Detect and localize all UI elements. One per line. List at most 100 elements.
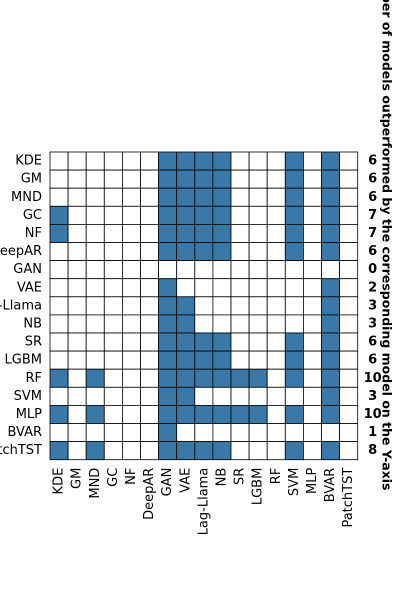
heatmap-cell [266, 423, 286, 443]
heatmap-cell [266, 368, 286, 388]
heatmap-cell [176, 441, 196, 461]
row-count-label: 7 [368, 208, 377, 223]
heatmap-cell [176, 242, 196, 262]
heatmap-cell [158, 151, 178, 171]
column-tick-label: MND [88, 468, 103, 499]
heatmap-cell [176, 368, 196, 388]
heatmap-cell [122, 169, 141, 189]
row-count-label: 8 [368, 443, 377, 458]
heatmap-cell [103, 404, 123, 424]
row-tick-label: SVM [14, 389, 42, 404]
heatmap-cell [302, 314, 322, 334]
heatmap-cell [302, 332, 322, 352]
y-axis-title: Number of models outperformed by the cor… [380, 0, 395, 490]
row-count-label: 2 [368, 280, 377, 295]
heatmap-cell [103, 296, 123, 316]
heatmap-cell [266, 350, 286, 370]
heatmap-cell [140, 386, 160, 406]
heatmap-cell [122, 423, 141, 443]
heatmap-cell [85, 187, 105, 207]
heatmap-cell [284, 223, 304, 243]
heatmap-cell [103, 314, 123, 334]
heatmap-cell [67, 404, 87, 424]
heatmap-cell [85, 278, 105, 298]
heatmap-cell [230, 350, 250, 370]
heatmap-cell [49, 386, 69, 406]
heatmap-cell [266, 314, 286, 334]
heatmap-cell [284, 187, 304, 207]
heatmap-cell [49, 350, 69, 370]
heatmap-cell [212, 350, 232, 370]
heatmap-cell [321, 386, 341, 406]
heatmap-cell [339, 350, 359, 370]
heatmap-cell [284, 332, 304, 352]
column-tick-label: GAN [160, 468, 175, 497]
heatmap-cell [122, 296, 141, 316]
row-count-label: 1 [368, 425, 377, 440]
heatmap-cell [140, 296, 160, 316]
row-count-label: 6 [368, 335, 377, 350]
heatmap-cell [103, 260, 123, 280]
heatmap-cell [158, 423, 178, 443]
heatmap-cell [140, 205, 160, 225]
heatmap-cell [85, 350, 105, 370]
row-tick-label: GC [23, 208, 42, 223]
row-tick-label: VAE [17, 280, 42, 295]
heatmap-cell [103, 350, 123, 370]
heatmap-cell [85, 314, 105, 334]
heatmap-cell [103, 205, 123, 225]
heatmap-cell [302, 441, 322, 461]
heatmap-cell [140, 404, 160, 424]
heatmap-cell [103, 423, 123, 443]
heatmap-cell [284, 441, 304, 461]
heatmap-cell [248, 296, 268, 316]
heatmap-cell [49, 404, 69, 424]
heatmap-cell [321, 332, 341, 352]
heatmap-cell [212, 278, 232, 298]
heatmap-cell [248, 151, 268, 171]
heatmap-cell [212, 404, 232, 424]
heatmap-cell [49, 223, 69, 243]
heatmap-cell [321, 278, 341, 298]
heatmap-cell [49, 441, 69, 461]
heatmap-cell [302, 205, 322, 225]
heatmap-cell [248, 223, 268, 243]
heatmap-cell [266, 169, 286, 189]
column-tick-label: MLP [305, 468, 320, 494]
row-tick-label: MLP [16, 407, 42, 422]
heatmap-cell [158, 187, 178, 207]
heatmap-cell [194, 350, 214, 370]
row-count-label: 7 [368, 226, 377, 241]
row-tick-label: LGBM [5, 353, 42, 368]
heatmap-cell [321, 423, 341, 443]
heatmap-cell [103, 242, 123, 262]
column-tick-label: BVAR [323, 468, 338, 503]
row-count-label: 0 [368, 262, 377, 277]
heatmap-cell [176, 205, 196, 225]
heatmap-cell [158, 368, 178, 388]
row-tick-label: BVAR [7, 425, 42, 440]
column-tick-label: RF [269, 468, 284, 485]
heatmap-cell [321, 441, 341, 461]
row-tick-label: RF [25, 371, 42, 386]
heatmap-cell [266, 151, 286, 171]
heatmap-cell [321, 404, 341, 424]
heatmap-cell [230, 169, 250, 189]
row-tick-label: NF [25, 226, 42, 241]
heatmap-cell [339, 314, 359, 334]
heatmap-cell [284, 169, 304, 189]
heatmap-cell [176, 151, 196, 171]
heatmap-cell [103, 151, 123, 171]
row-count-label: 6 [368, 190, 377, 205]
heatmap-cell [140, 242, 160, 262]
heatmap-cell [85, 423, 105, 443]
row-count-label: 10 [364, 371, 382, 386]
heatmap-cell [194, 423, 214, 443]
heatmap-cell [302, 278, 322, 298]
heatmap-cell [284, 314, 304, 334]
heatmap-cell [194, 169, 214, 189]
row-counts: 6 6 6 7 7 6 0 2 3 3 6 6 10 3 10 1 8 [364, 154, 382, 459]
column-tick-label: SVM [287, 468, 302, 496]
heatmap-cell [248, 278, 268, 298]
heatmap-cell [140, 187, 160, 207]
